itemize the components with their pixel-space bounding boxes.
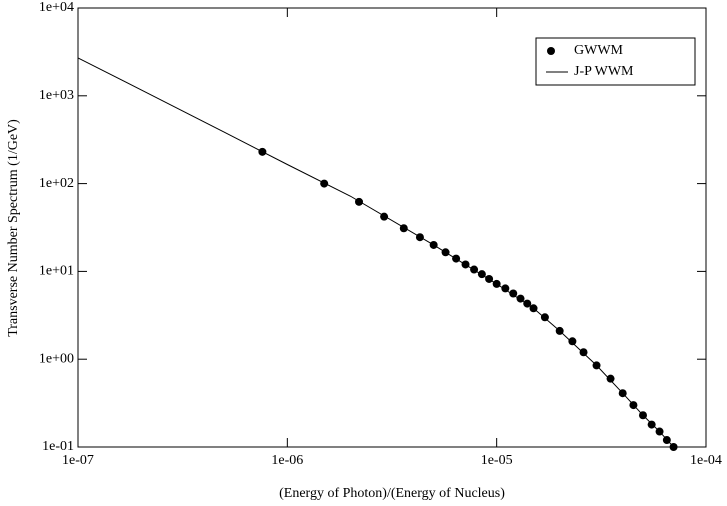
line <box>77 57 674 448</box>
point <box>606 374 615 383</box>
x-axis-label: (Energy of Photon)/(Energy of Nucleus) <box>279 486 505 501</box>
x-tick-label: 1e-07 <box>62 453 94 468</box>
point <box>647 420 656 429</box>
plot-frame <box>77 7 707 448</box>
legend-label: J-P WWM <box>574 64 634 79</box>
legend-box <box>535 37 696 86</box>
point <box>568 337 577 346</box>
y-tick-label: 1e-01 <box>42 439 74 454</box>
point <box>320 179 329 188</box>
y-tick-label: 1e+03 <box>39 88 74 103</box>
y-tick-label: 1e+02 <box>39 176 74 191</box>
point <box>579 348 588 357</box>
y-axis-label: Transverse Number Spectrum (1/GeV) <box>6 119 21 337</box>
point <box>509 289 518 298</box>
y-tick-label: 1e+01 <box>39 264 74 279</box>
y-tick-label: 1e+04 <box>39 0 74 15</box>
legend-marker <box>547 47 555 55</box>
y-tick-label: 1e+00 <box>39 351 74 366</box>
x-tick-label: 1e-05 <box>481 453 513 468</box>
x-tick-label: 1e-06 <box>271 453 303 468</box>
legend-label: GWWM <box>574 43 624 58</box>
x-tick-label: 1e-04 <box>690 453 722 468</box>
